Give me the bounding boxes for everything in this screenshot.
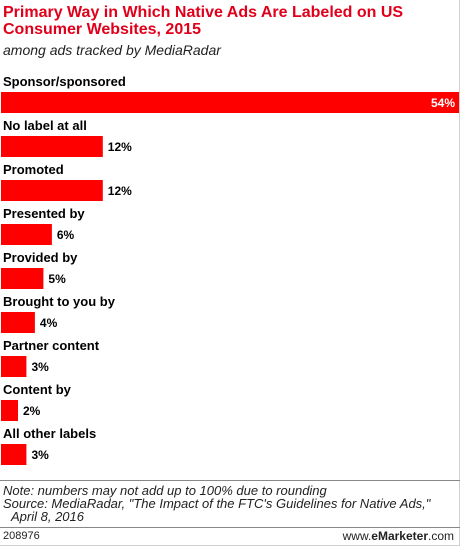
value-label-partner-content: 3% [31,360,49,374]
category-label-promoted: Promoted [3,162,64,177]
bar-all-other-labels [1,444,27,465]
category-label-sponsor-sponsored: Sponsor/sponsored [3,74,126,89]
bar-presented-by [1,224,52,245]
bar-brought-to-you-by [1,312,35,333]
bar-provided-by [1,268,44,289]
bar-partner-content [1,356,27,377]
value-label-presented-by: 6% [57,228,75,242]
value-label-all-other-labels: 3% [31,448,49,462]
brand-suffix: .com [427,529,454,543]
chart-id: 208976 [3,530,40,542]
footer-divider [0,480,460,481]
value-label-no-label-at-all: 12% [108,140,132,154]
brand-prefix: www. [342,529,372,543]
source-date-line: April 8, 2016 [11,509,84,524]
category-label-presented-by: Presented by [3,206,85,221]
source-note: Note: numbers may not add up to 100% due… [3,484,455,523]
value-label-provided-by: 5% [48,272,66,286]
category-label-provided-by: Provided by [3,250,78,265]
category-label-partner-content: Partner content [3,338,100,353]
bar-chart: Sponsor/sponsored 54% No label at all 12% Pr… [1,74,459,465]
brand-link[interactable]: www.eMarketer.com [343,529,454,543]
brand-name: eMarketer [371,529,428,543]
value-label-promoted: 12% [108,184,132,198]
bar-promoted [1,180,103,201]
bottom-divider [0,527,460,528]
chart-subtitle: among ads tracked by MediaRadar [3,42,221,58]
category-label-no-label-at-all: No label at all [3,118,87,133]
category-label-content-by: Content by [3,382,72,397]
value-label-sponsor-sponsored: 54% [431,96,455,110]
category-label-all-other-labels: All other labels [3,426,96,441]
note-line: Note: numbers may not add up to 100% due… [3,483,327,498]
chart-title: Primary Way in Which Native Ads Are Labe… [3,4,404,38]
category-label-brought-to-you-by: Brought to you by [3,294,116,309]
value-label-brought-to-you-by: 4% [40,316,58,330]
bar-sponsor-sponsored [1,92,459,113]
source-line: Source: MediaRadar, "The Impact of the F… [3,496,431,511]
bar-no-label-at-all [1,136,103,157]
value-label-content-by: 2% [23,404,41,418]
bar-content-by [1,400,18,421]
